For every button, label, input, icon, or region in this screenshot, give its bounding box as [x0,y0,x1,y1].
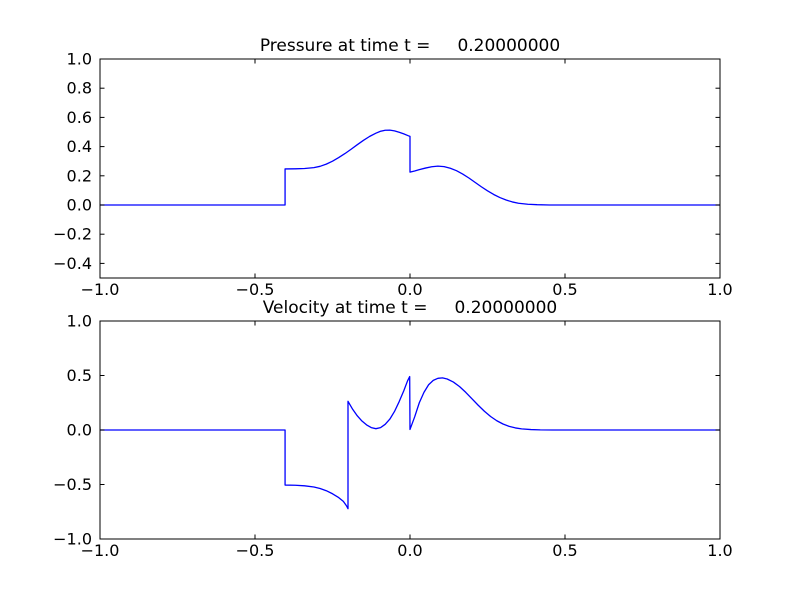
x-tick-label: −0.5 [236,541,275,560]
y-tick-label: −0.4 [53,254,92,273]
x-tick-label: −1.0 [81,280,120,299]
y-tick-label: 0.6 [67,108,92,127]
y-tick-label: 0.8 [67,79,92,98]
pressure-curve [100,129,720,206]
velocity-subplot: −1.0 −0.5 0.0 0.5 1.0 1.0 0.5 0.0 −0.5 −1.0 [53,312,733,561]
velocity-subplot-title: Velocity at time t = 0.20000000 [263,298,557,318]
y-tick-label: 0.0 [67,421,92,440]
x-tick-label: 1.0 [707,280,732,299]
x-tick-label: 0.0 [397,541,422,560]
pressure-subplot: −1.0 −0.5 0.0 0.5 1.0 1.0 0.8 0.6 0.4 0.2 0.0 −0.2 −… [53,50,733,300]
y-tick-label: 1.0 [67,312,92,331]
x-tick-label: 0.5 [552,280,577,299]
y-tick-label: −0.5 [53,475,92,494]
y-tick-label: 0.2 [67,166,92,185]
y-tick-label: 1.0 [67,50,92,69]
y-tick-label: 0.0 [67,196,92,215]
y-tick-label: −1.0 [53,530,92,549]
y-tick-label: 0.4 [67,137,92,156]
y-tick-label: 0.5 [67,366,92,385]
velocity-curve [100,375,720,510]
pressure-subplot-title: Pressure at time t = 0.20000000 [260,36,560,56]
x-tick-label: 0.5 [552,541,577,560]
x-tick-label: 0.0 [397,280,422,299]
x-tick-label: −1.0 [81,541,120,560]
y-tick-label: −0.2 [53,225,92,244]
x-tick-label: −0.5 [236,280,275,299]
x-tick-label: 1.0 [707,541,732,560]
